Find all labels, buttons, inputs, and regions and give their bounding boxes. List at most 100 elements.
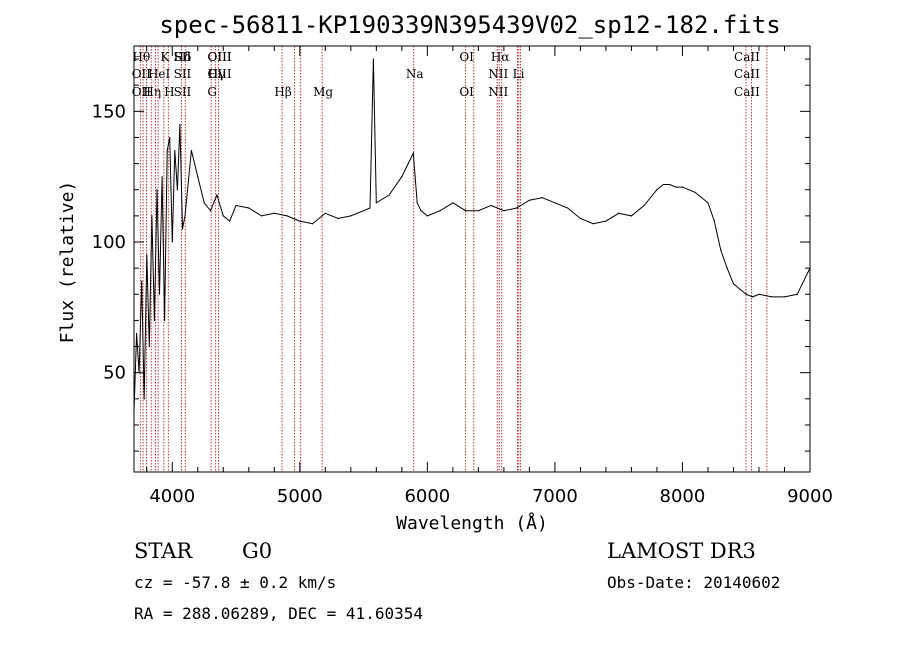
- series-line-0: [133, 59, 811, 412]
- data-point: [156, 189, 158, 191]
- plot-axes: [133, 45, 811, 473]
- data-point: [732, 283, 735, 285]
- data-point: [153, 319, 156, 322]
- line-label: H: [164, 85, 174, 99]
- line-label: HeI: [148, 67, 171, 81]
- line-label: NII: [488, 67, 508, 81]
- line-label: Hα: [491, 50, 510, 64]
- plot-frame: [133, 45, 811, 473]
- line-label: CaII: [734, 85, 760, 99]
- x-tick-label: 9000: [787, 486, 833, 507]
- data-point: [158, 293, 161, 295]
- object-subclass: G0: [242, 539, 272, 563]
- line-label: Li: [513, 67, 525, 81]
- object-class: STAR: [134, 539, 193, 563]
- data-point: [176, 189, 178, 191]
- data-point: [694, 191, 696, 193]
- data-point: [758, 293, 760, 295]
- chart-title: spec-56811-KP190339N395439V02_sp12-182.f…: [159, 11, 780, 39]
- data-point: [477, 210, 479, 212]
- data-point: [166, 149, 168, 152]
- line-label: CaII: [734, 50, 760, 64]
- data-point: [181, 228, 184, 230]
- line-label: OII: [132, 67, 152, 81]
- data-point: [375, 202, 377, 204]
- data-point: [669, 183, 671, 186]
- line-label: SII: [174, 50, 192, 64]
- data-point: [452, 202, 454, 204]
- line-label: Hη: [143, 85, 161, 99]
- coordinates: RA = 288.06289, DEC = 41.60354: [134, 604, 423, 623]
- data-point: [707, 202, 709, 204]
- x-tick-label: 6000: [404, 486, 450, 507]
- data-point: [190, 149, 192, 152]
- data-point: [216, 194, 218, 196]
- data-point: [388, 194, 390, 196]
- line-label: NII: [488, 85, 508, 99]
- line-label: OI: [459, 85, 474, 99]
- data-point: [135, 332, 138, 335]
- data-point: [151, 215, 153, 217]
- data-point: [179, 123, 181, 126]
- data-point: [416, 202, 418, 204]
- line-label: SII: [174, 67, 192, 81]
- data-point: [286, 215, 288, 217]
- line-label: Mg: [313, 85, 333, 99]
- data-point: [248, 207, 250, 209]
- line-label: CaII: [734, 67, 760, 81]
- data-point: [222, 215, 224, 217]
- data-point: [407, 163, 409, 165]
- data-point: [350, 215, 352, 217]
- data-point: [143, 398, 145, 400]
- line-label: OIII: [208, 67, 232, 81]
- line-label: OIII: [208, 50, 232, 64]
- data-point: [161, 176, 163, 178]
- data-point: [618, 212, 620, 214]
- data-point: [164, 319, 166, 322]
- data-point: [401, 176, 403, 178]
- data-point: [362, 210, 365, 212]
- y-tick-label: 50: [103, 363, 126, 384]
- spectrum-series: [133, 58, 811, 413]
- data-point: [337, 217, 339, 220]
- data-point: [771, 296, 773, 298]
- data-point: [169, 136, 171, 139]
- data-point: [726, 267, 728, 269]
- data-point: [311, 223, 314, 225]
- data-point: [465, 210, 467, 212]
- x-tick-label: 8000: [660, 486, 706, 507]
- data-point: [796, 293, 798, 295]
- line-label: G: [207, 85, 217, 99]
- y-tick-label: 150: [92, 101, 126, 122]
- data-point: [567, 207, 569, 209]
- line-label: OII: [132, 85, 152, 99]
- spectral-line-markers: [139, 46, 768, 472]
- data-point: [260, 215, 263, 217]
- data-point: [745, 293, 747, 295]
- data-point: [141, 280, 143, 282]
- data-point: [662, 183, 664, 186]
- data-point: [656, 189, 658, 191]
- data-point: [490, 204, 492, 207]
- data-point: [720, 249, 722, 251]
- x-axis-label: Wavelength (Å): [396, 512, 548, 534]
- data-point: [372, 58, 375, 60]
- redshift-cz: cz = -57.8 ± 0.2 km/s: [134, 573, 336, 592]
- line-label: OI: [459, 50, 474, 64]
- survey-name: LAMOST DR3: [607, 539, 756, 563]
- data-point: [439, 210, 441, 212]
- data-point: [197, 176, 199, 178]
- data-point: [528, 199, 530, 201]
- data-point: [299, 220, 301, 222]
- data-point: [229, 220, 231, 222]
- data-point: [579, 217, 582, 220]
- data-point: [174, 149, 176, 152]
- data-point: [630, 215, 633, 217]
- data-point: [146, 254, 148, 256]
- data-point: [324, 212, 326, 214]
- data-point: [752, 296, 754, 298]
- data-point: [516, 207, 518, 209]
- data-point: [203, 202, 205, 204]
